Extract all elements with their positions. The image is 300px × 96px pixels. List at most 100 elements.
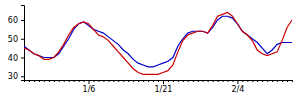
tick-mark <box>138 80 139 82</box>
tick-mark <box>158 80 159 82</box>
tick-mark <box>64 80 65 82</box>
tick: 50 <box>8 35 24 44</box>
tick <box>84 80 85 82</box>
series-line <box>24 16 292 67</box>
tick-mark <box>277 80 278 82</box>
tick-mark <box>247 80 248 82</box>
tick <box>103 80 104 82</box>
tick <box>178 80 179 82</box>
tick-mark <box>21 39 24 40</box>
tick-mark <box>123 80 124 82</box>
tick <box>29 80 30 82</box>
tick-mark <box>21 76 24 77</box>
lines <box>24 13 292 75</box>
tick-mark <box>113 80 114 82</box>
tick-mark <box>183 80 184 82</box>
tick-mark <box>74 80 75 82</box>
tick <box>34 80 35 82</box>
tick: 2/4 <box>231 80 244 94</box>
tick <box>44 80 45 82</box>
tick <box>93 80 94 82</box>
tick-label: 40 <box>8 54 18 63</box>
tick-mark <box>153 80 154 82</box>
tick <box>49 80 50 82</box>
tick-label: 60 <box>8 16 18 25</box>
tick-mark <box>108 80 109 82</box>
tick-label: 1/21 <box>154 85 172 94</box>
tick <box>123 80 124 82</box>
tick <box>128 80 129 82</box>
plot: 1/6 1/21 2/4 30 40 50 60 <box>8 6 293 94</box>
tick <box>188 80 189 82</box>
tick <box>267 80 268 82</box>
tick <box>257 80 258 82</box>
tick <box>223 80 224 82</box>
tick-mark <box>203 80 204 82</box>
tick-mark <box>21 58 24 59</box>
tick-mark <box>59 80 60 82</box>
tick-label: 30 <box>8 72 18 81</box>
tick-mark <box>213 80 214 82</box>
tick: 40 <box>8 54 24 63</box>
x-axis: 1/6 1/21 2/4 <box>25 80 293 94</box>
tick: 30 <box>8 72 24 81</box>
tick-mark <box>232 80 233 82</box>
tick-mark <box>252 80 253 82</box>
tick <box>203 80 204 82</box>
tick-mark <box>287 80 288 82</box>
tick <box>262 80 263 82</box>
tick-mark <box>98 80 99 82</box>
tick <box>247 80 248 82</box>
tick-label: 50 <box>8 35 18 44</box>
tick-mark <box>84 80 85 82</box>
tick <box>198 80 199 82</box>
tick <box>108 80 109 82</box>
tick-mark <box>143 80 144 82</box>
tick <box>133 80 134 82</box>
tick <box>168 80 169 82</box>
tick <box>98 80 99 82</box>
tick-mark <box>49 80 50 82</box>
tick-mark <box>118 80 119 82</box>
tick <box>153 80 154 82</box>
y-axis: 30 40 50 60 <box>8 6 25 82</box>
tick-mark <box>292 80 293 82</box>
tick <box>282 80 283 82</box>
tick-mark <box>267 80 268 82</box>
tick <box>227 80 228 82</box>
tick <box>69 80 70 82</box>
chart: 1/6 1/21 2/4 30 40 50 60 <box>0 0 300 96</box>
tick <box>213 80 214 82</box>
tick-mark <box>79 80 80 82</box>
tick-mark <box>148 80 149 82</box>
tick-label: 1/6 <box>83 85 96 94</box>
tick-label: 2/4 <box>231 85 244 94</box>
tick <box>183 80 184 82</box>
tick <box>208 80 209 82</box>
tick <box>173 80 174 82</box>
tick-mark <box>93 80 94 82</box>
tick <box>148 80 149 82</box>
tick-mark <box>242 80 243 82</box>
tick-mark <box>198 80 199 82</box>
tick-mark <box>29 80 30 82</box>
tick-mark <box>163 80 164 84</box>
tick <box>74 80 75 82</box>
tick-mark <box>237 80 238 84</box>
tick-mark <box>128 80 129 82</box>
axis-line <box>21 6 25 81</box>
tick-mark <box>39 80 40 82</box>
tick-mark <box>193 80 194 82</box>
tick-mark <box>21 20 24 21</box>
tick <box>64 80 65 82</box>
tick: 60 <box>8 16 24 25</box>
tick-mark <box>54 80 55 82</box>
series-line <box>24 13 292 75</box>
tick-mark <box>178 80 179 82</box>
tick-mark <box>188 80 189 82</box>
tick <box>39 80 40 82</box>
tick <box>158 80 159 82</box>
tick <box>143 80 144 82</box>
tick <box>79 80 80 82</box>
tick <box>292 80 293 82</box>
